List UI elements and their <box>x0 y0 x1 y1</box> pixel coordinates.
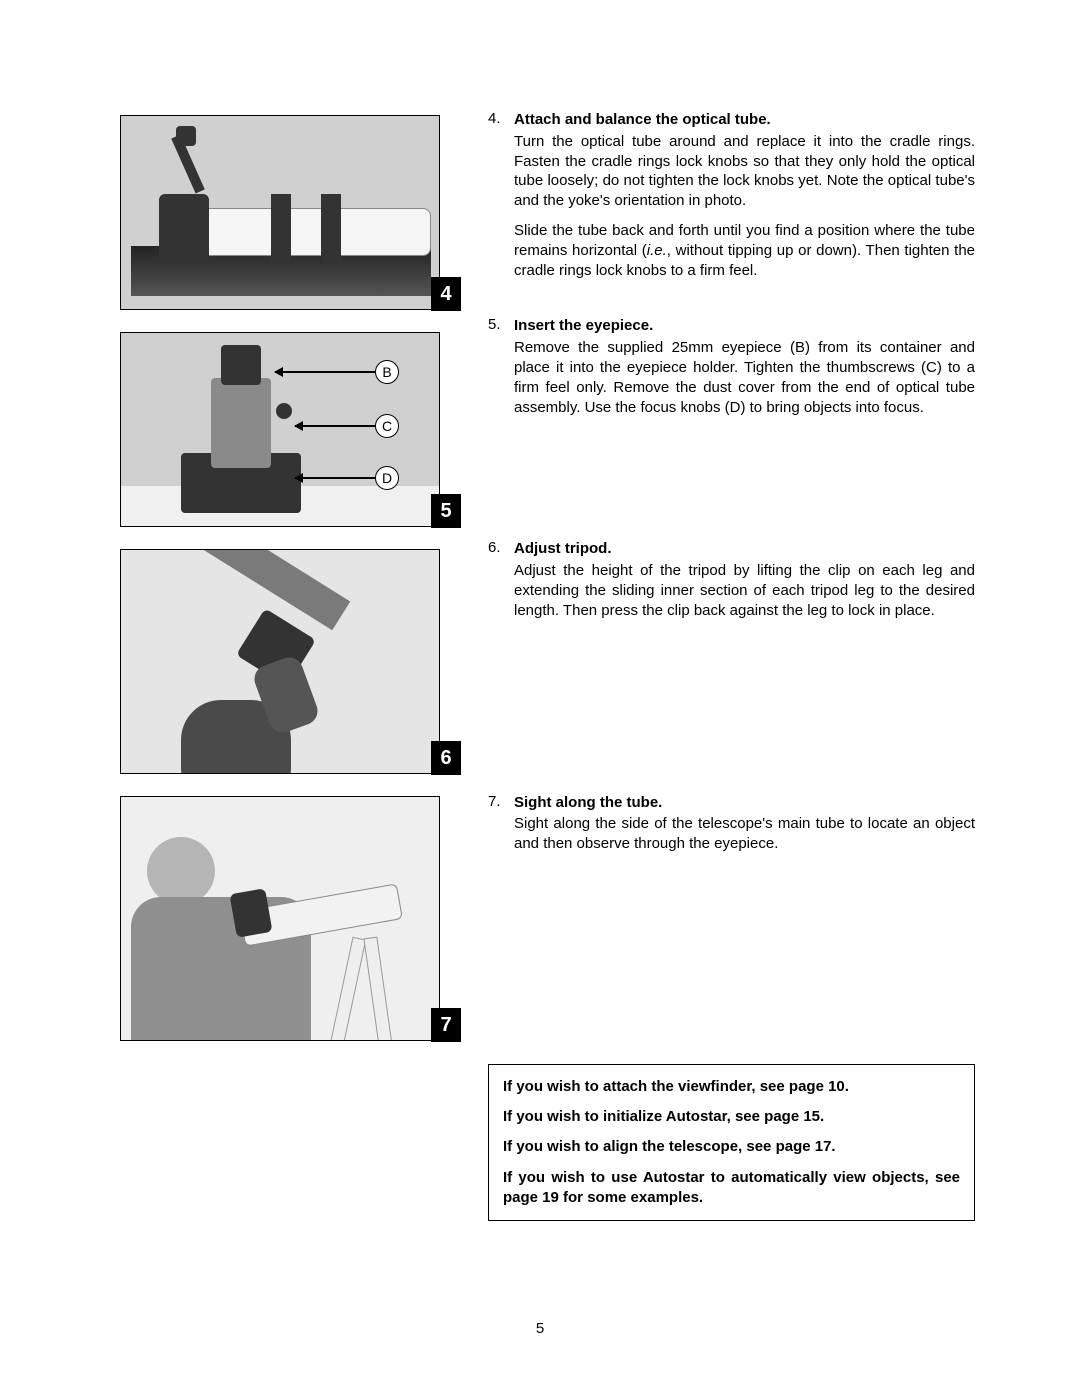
figure-7-wrap: 7 <box>120 796 460 1041</box>
figure-5-wrap: B C D 5 <box>120 332 460 527</box>
figure-6-frame <box>120 549 440 774</box>
page-number: 5 <box>0 1320 1080 1337</box>
step-7-number: 7. <box>488 793 514 854</box>
figure-4-number: 4 <box>431 277 461 311</box>
ref-line-3: If you wish to align the telescope, see … <box>503 1137 960 1157</box>
step-7: 7. Sight along the tube. Sight along the… <box>488 793 975 854</box>
step-4-title: Attach and balance the optical tube. <box>514 110 975 130</box>
step-6: 6. Adjust tripod. Adjust the height of t… <box>488 539 975 620</box>
callout-C-label: C <box>375 414 399 438</box>
step-6-para-1: Adjust the height of the tripod by lifti… <box>514 561 975 620</box>
step-5-para-1: Remove the supplied 25mm eyepiece (B) fr… <box>514 338 975 417</box>
figure-5-number: 5 <box>431 494 461 528</box>
ref-line-1: If you wish to attach the viewfinder, se… <box>503 1077 960 1097</box>
callout-D-label: D <box>375 466 399 490</box>
manual-page: 4 B C D 5 <box>0 0 1080 1281</box>
ref-line-4: If you wish to use Autostar to automatic… <box>503 1168 960 1209</box>
figure-6-number: 6 <box>431 741 461 775</box>
step-5-title: Insert the eyepiece. <box>514 316 975 336</box>
ref-line-2: If you wish to initialize Autostar, see … <box>503 1107 960 1127</box>
figure-7-frame <box>120 796 440 1041</box>
step-5-number: 5. <box>488 316 514 417</box>
figure-4-frame <box>120 115 440 310</box>
step-7-body: Sight along the tube. Sight along the si… <box>514 793 975 854</box>
reference-box: If you wish to attach the viewfinder, se… <box>488 1064 975 1221</box>
figure-7-number: 7 <box>431 1008 461 1042</box>
callout-B: B <box>275 360 399 384</box>
callout-C: C <box>295 414 399 438</box>
figure-column: 4 B C D 5 <box>120 110 460 1221</box>
step-6-number: 6. <box>488 539 514 620</box>
figure-4-wrap: 4 <box>120 115 460 310</box>
step-4-number: 4. <box>488 110 514 280</box>
callout-B-label: B <box>375 360 399 384</box>
step-4-para-1: Turn the optical tube around and replace… <box>514 132 975 211</box>
step-4-body: Attach and balance the optical tube. Tur… <box>514 110 975 280</box>
step-5-body: Insert the eyepiece. Remove the supplied… <box>514 316 975 417</box>
step-5: 5. Insert the eyepiece. Remove the suppl… <box>488 316 975 417</box>
text-column: 4. Attach and balance the optical tube. … <box>488 110 985 1221</box>
callout-D: D <box>295 466 399 490</box>
step-4: 4. Attach and balance the optical tube. … <box>488 110 975 280</box>
step-4-para-2: Slide the tube back and forth until you … <box>514 221 975 280</box>
step-6-body: Adjust tripod. Adjust the height of the … <box>514 539 975 620</box>
step-7-para-1: Sight along the side of the telescope's … <box>514 814 975 854</box>
figure-6-wrap: 6 <box>120 549 460 774</box>
step-7-title: Sight along the tube. <box>514 793 975 813</box>
step-6-title: Adjust tripod. <box>514 539 975 559</box>
